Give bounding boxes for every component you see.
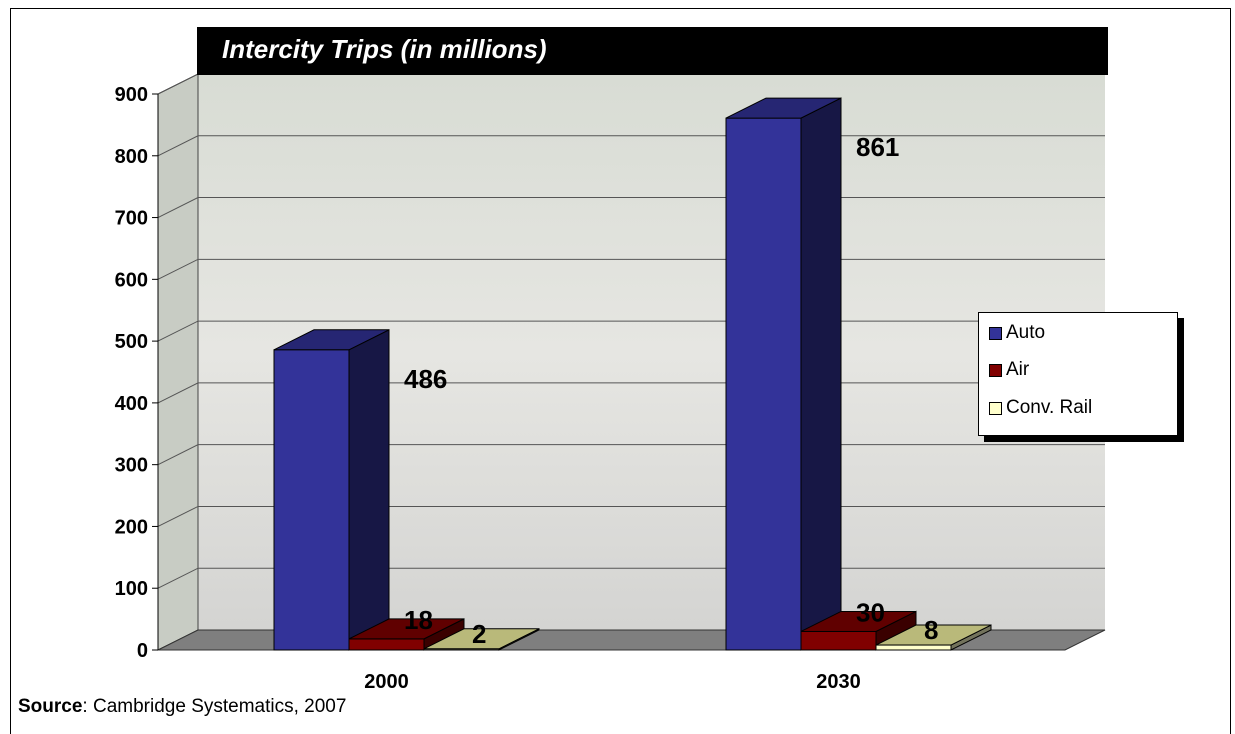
y-tick-label: 0 (137, 640, 148, 662)
y-tick-label: 200 (115, 516, 148, 538)
data-label: 8 (924, 615, 938, 645)
y-tick-label: 400 (115, 393, 148, 415)
bar-air-2000 (348, 618, 465, 651)
bar-side (800, 97, 842, 651)
data-label: 861 (856, 132, 899, 162)
bar-conv-rail-2000 (423, 627, 540, 651)
bar-front (725, 117, 802, 651)
legend-swatch-rail (989, 401, 1002, 415)
data-label: 30 (856, 597, 885, 627)
bar-front (875, 644, 952, 651)
data-label: 2 (472, 619, 486, 649)
legend-item-air: Air (989, 358, 1029, 382)
y-tick-label: 900 (115, 84, 148, 106)
legend-item-auto: Auto (989, 321, 1045, 345)
bar-top (800, 610, 917, 632)
data-label: 18 (404, 605, 433, 635)
source-text: : Cambridge Systematics, 2007 (82, 696, 347, 717)
bar-side (348, 328, 390, 651)
legend-swatch-air (989, 363, 1002, 377)
y-tick-label: 500 (115, 331, 148, 353)
bar-top (423, 628, 540, 650)
legend-label-air: Air (1006, 359, 1030, 380)
bar-front (800, 630, 877, 651)
chart-legend: Auto Air Conv. Rail (978, 312, 1178, 436)
bar-conv-rail-2030 (875, 624, 992, 651)
side-wall (157, 73, 199, 651)
y-tick-label: 600 (115, 269, 148, 291)
x-tick-label: 2030 (816, 671, 861, 693)
bar-top (725, 97, 842, 119)
y-tick-label: 100 (115, 578, 148, 600)
y-tick-label: 700 (115, 208, 148, 230)
bar-front (273, 349, 350, 651)
chart-title: Intercity Trips (in millions) (222, 34, 547, 64)
chart-title-bar (197, 27, 1108, 75)
data-label: 486 (404, 364, 447, 394)
bar-top (273, 329, 390, 351)
y-tick-label: 300 (115, 455, 148, 477)
source-note: Source: Cambridge Systematics, 2007 (18, 696, 346, 718)
bar-top (875, 624, 992, 646)
legend-label-auto: Auto (1006, 322, 1046, 343)
y-tick-label: 800 (115, 146, 148, 168)
bar-top (348, 618, 465, 640)
legend-label-rail: Conv. Rail (1006, 397, 1093, 418)
bar-auto-2030 (725, 97, 842, 651)
legend-swatch-auto (989, 326, 1002, 340)
bar-front (348, 638, 425, 651)
bar-auto-2000 (273, 328, 390, 651)
source-label: Source (18, 696, 83, 717)
legend-item-rail: Conv. Rail (989, 396, 1092, 420)
x-tick-label: 2000 (364, 671, 409, 693)
